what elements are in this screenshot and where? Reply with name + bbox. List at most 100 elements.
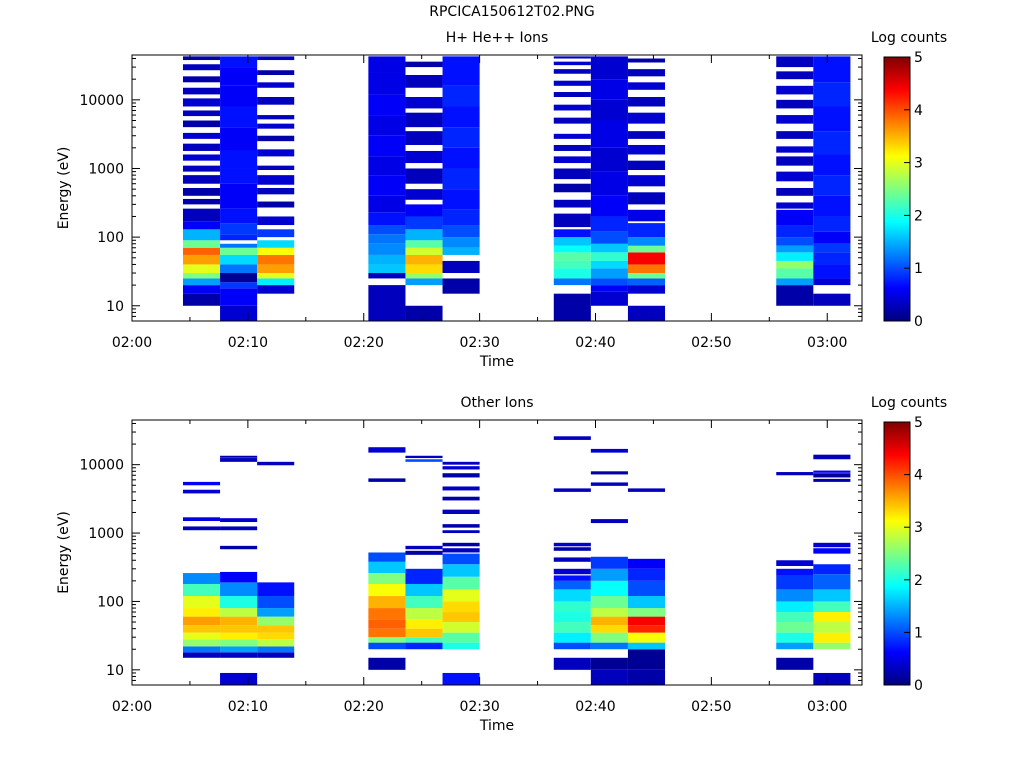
heatmap-cell bbox=[405, 264, 443, 274]
heatmap-cell bbox=[776, 115, 814, 124]
heatmap-cell bbox=[442, 473, 480, 478]
heatmap-cell bbox=[442, 168, 480, 190]
heatmap-cell bbox=[220, 243, 258, 248]
heatmap-cell bbox=[368, 135, 406, 157]
heatmap-cell bbox=[627, 175, 666, 187]
heatmap-cell bbox=[553, 436, 591, 440]
heatmap-cell bbox=[813, 278, 851, 286]
heatmap-cell bbox=[776, 209, 814, 226]
heatmap-cell bbox=[257, 123, 295, 129]
heatmap-cell bbox=[442, 225, 480, 238]
heatmap-cell bbox=[220, 247, 258, 255]
heatmap-cell bbox=[553, 69, 591, 74]
heatmap-cell bbox=[442, 509, 480, 514]
heatmap-cell bbox=[257, 632, 295, 640]
heatmap-cell bbox=[405, 550, 443, 555]
heatmap-cell bbox=[257, 201, 295, 208]
heatmap-cell bbox=[182, 652, 221, 658]
heatmap-cell bbox=[405, 216, 443, 230]
heatmap-cell bbox=[368, 115, 406, 136]
heatmap-cell bbox=[182, 285, 221, 294]
x-tick-label: 02:50 bbox=[691, 699, 731, 715]
heatmap-cell bbox=[553, 542, 591, 547]
heatmap-cell bbox=[257, 135, 295, 142]
heatmap-cell bbox=[442, 564, 480, 577]
heatmap-cell bbox=[257, 273, 295, 279]
heatmap-cell bbox=[553, 133, 591, 139]
heatmap-cell bbox=[220, 571, 258, 583]
heatmap-cell bbox=[813, 252, 851, 265]
heatmap-cell bbox=[590, 285, 628, 292]
heatmap-cell bbox=[813, 293, 851, 306]
heatmap-cell bbox=[627, 82, 666, 90]
heatmap-cell bbox=[553, 601, 591, 613]
heatmap-cell bbox=[590, 608, 628, 617]
heatmap-cell bbox=[257, 115, 295, 120]
heatmap-cell bbox=[182, 208, 221, 222]
heatmap-cell bbox=[182, 517, 221, 522]
heatmap-cell bbox=[257, 582, 295, 597]
heatmap-cell bbox=[776, 285, 814, 306]
x-tick-label: 02:10 bbox=[228, 699, 268, 715]
heatmap-cell bbox=[442, 147, 480, 169]
heatmap-cell bbox=[257, 149, 295, 157]
heatmap-cell bbox=[776, 171, 814, 182]
heatmap-cell bbox=[182, 76, 221, 83]
heatmap-cell bbox=[590, 99, 628, 121]
heatmap-cell bbox=[590, 568, 628, 581]
heatmap-cell bbox=[590, 625, 628, 633]
heatmap-cell bbox=[590, 669, 628, 685]
heatmap-cell bbox=[442, 278, 480, 294]
colorbar-label: Log counts bbox=[871, 30, 947, 46]
heatmap-cell bbox=[405, 459, 443, 462]
heatmap-cell bbox=[813, 622, 851, 633]
heatmap-cell bbox=[590, 616, 628, 626]
heatmap-cell bbox=[553, 199, 591, 208]
heatmap-cell bbox=[257, 82, 295, 88]
heatmap-cell bbox=[220, 616, 258, 626]
heatmap-cell bbox=[776, 657, 814, 670]
heatmap-cell bbox=[553, 104, 591, 111]
heatmap-cell bbox=[553, 183, 591, 193]
heatmap-cell bbox=[182, 632, 221, 640]
colorbar-tick-label: 2 bbox=[914, 208, 923, 224]
y-tick-label: 10 bbox=[106, 663, 124, 679]
heatmap-cell bbox=[405, 240, 443, 248]
heatmap-cell bbox=[813, 175, 851, 196]
heatmap-cell bbox=[368, 156, 406, 176]
heatmap-cell bbox=[182, 175, 221, 184]
heatmap-cell bbox=[553, 612, 591, 623]
x-axis-label: Time bbox=[479, 718, 514, 734]
heatmap-cell bbox=[368, 243, 406, 255]
heatmap-cell bbox=[776, 85, 814, 95]
x-tick-label: 02:20 bbox=[344, 335, 384, 351]
heatmap-cell bbox=[442, 189, 480, 210]
heatmap-cell bbox=[182, 87, 221, 95]
heatmap-cell bbox=[553, 657, 591, 670]
heatmap-cell bbox=[405, 75, 443, 88]
heatmap-cell bbox=[776, 612, 814, 623]
x-axis-label: Time bbox=[479, 354, 514, 370]
heatmap-cell bbox=[442, 85, 480, 107]
heatmap-cell bbox=[220, 106, 258, 128]
heatmap-cell bbox=[627, 669, 666, 685]
heatmap-cell bbox=[590, 580, 628, 597]
heatmap-cell bbox=[368, 234, 406, 244]
heatmap-cell bbox=[590, 448, 628, 453]
heatmap-cell bbox=[182, 278, 221, 286]
heatmap-cell bbox=[776, 131, 814, 139]
heatmap-cell bbox=[553, 260, 591, 269]
heatmap-cell bbox=[627, 58, 666, 63]
heatmap-cell bbox=[813, 454, 851, 460]
heatmap-cell bbox=[776, 225, 814, 238]
heatmap-cell bbox=[442, 127, 480, 148]
heatmap-cell bbox=[627, 649, 666, 670]
heatmap-cell bbox=[442, 548, 480, 553]
heatmap-cell bbox=[405, 305, 443, 321]
heatmap-cell bbox=[405, 254, 443, 265]
heatmap-cell bbox=[553, 642, 591, 650]
heatmap-cell bbox=[182, 143, 221, 151]
heatmap-cell bbox=[553, 557, 591, 562]
heatmap-cell bbox=[220, 672, 258, 685]
